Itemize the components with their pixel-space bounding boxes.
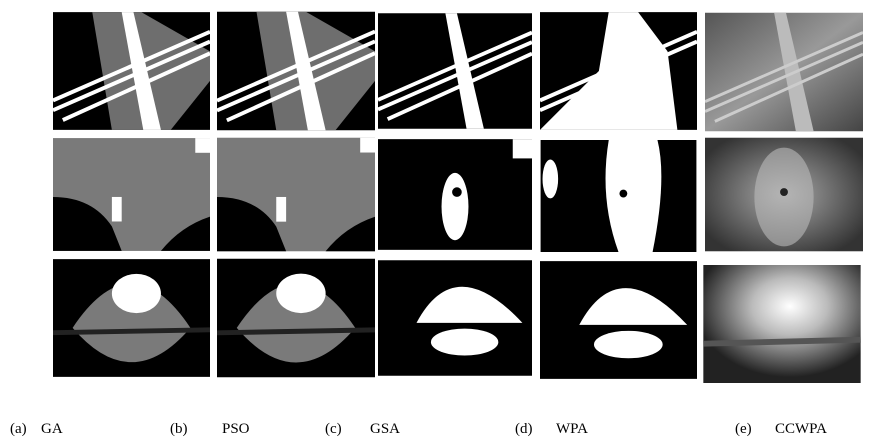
image-grid bbox=[53, 12, 863, 383]
image-panel bbox=[378, 139, 532, 250]
figure: (a) GA (b) PSO (c) GSA (d) WPA (e) CCWPA bbox=[0, 0, 879, 439]
image-panel bbox=[217, 12, 375, 131]
image-panel bbox=[705, 13, 863, 132]
image-panel bbox=[540, 12, 697, 130]
image-panel bbox=[705, 138, 863, 252]
image-panel bbox=[53, 138, 210, 251]
panel-label: (c) bbox=[325, 421, 342, 437]
panel-label: (d) bbox=[515, 421, 533, 437]
image-panel bbox=[53, 259, 210, 377]
panel-label: (e) bbox=[735, 421, 752, 437]
method-name: GA bbox=[41, 421, 63, 437]
image-panel bbox=[541, 140, 697, 252]
panel-label: (b) bbox=[170, 421, 188, 437]
image-panel bbox=[217, 259, 375, 378]
method-name: WPA bbox=[556, 421, 588, 437]
image-panel bbox=[378, 260, 532, 376]
image-panel bbox=[378, 13, 532, 129]
image-panel bbox=[53, 12, 210, 130]
image-panel bbox=[540, 261, 697, 379]
method-name: CCWPA bbox=[775, 421, 827, 437]
image-panel bbox=[703, 265, 860, 383]
image-panel bbox=[217, 138, 375, 252]
captions: (a) GA (b) PSO (c) GSA (d) WPA (e) CCWPA bbox=[10, 421, 827, 437]
panel-label: (a) bbox=[10, 421, 27, 437]
method-name: PSO bbox=[222, 421, 250, 437]
method-name: GSA bbox=[370, 421, 400, 437]
